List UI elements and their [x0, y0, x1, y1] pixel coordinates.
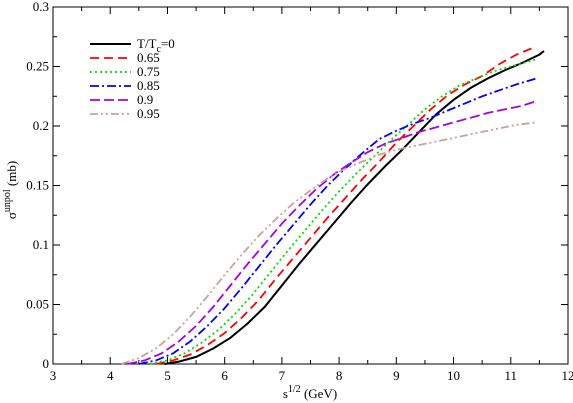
x-tick-label: 5	[164, 368, 171, 383]
x-tick-label: 11	[505, 368, 518, 383]
y-tick-label: 0.3	[33, 0, 49, 14]
x-tick-label: 9	[393, 368, 400, 383]
legend: T/Tc=00.650.750.850.90.95	[90, 36, 175, 121]
legend-label-5: 0.95	[137, 106, 160, 121]
y-tick-label: 0.1	[33, 237, 49, 252]
x-tick-label: 10	[447, 368, 460, 383]
series-line-4	[127, 100, 537, 365]
plot-frame	[52, 6, 569, 365]
x-axis-label: s1/2 (GeV)	[283, 384, 337, 401]
y-tick-label: 0.05	[26, 297, 49, 312]
x-tick-label: 3	[50, 368, 57, 383]
y-tick-label: 0	[43, 356, 50, 371]
y-tick-label: 0.25	[26, 59, 49, 74]
x-tick-label: 7	[279, 368, 286, 383]
series-line-3	[138, 77, 537, 365]
ticks: 3 4 5 6 7 8 9 10 11 12 0 0.05 0.1 0.15 0.2 0.25 0.3	[26, 0, 573, 383]
y-tick-label: 0.2	[33, 118, 49, 133]
legend-label-3: 0.85	[137, 78, 160, 93]
legend-label-0: T/Tc=0	[137, 36, 175, 55]
x-tick-label: 4	[107, 368, 114, 383]
legend-label-4: 0.9	[137, 92, 153, 107]
series-line-0	[164, 50, 545, 365]
y-tick-label: 0.15	[26, 178, 49, 193]
legend-label-2: 0.75	[137, 64, 160, 79]
x-tick-label: 12	[562, 368, 573, 383]
x-tick-label: 6	[221, 368, 228, 383]
series-lines	[121, 46, 545, 365]
legend-label-1: 0.65	[137, 50, 160, 65]
series-line-1	[155, 46, 535, 365]
series-line-5	[121, 121, 537, 365]
y-axis-label: σunpol (mb)	[2, 161, 19, 219]
x-tick-label: 8	[336, 368, 343, 383]
